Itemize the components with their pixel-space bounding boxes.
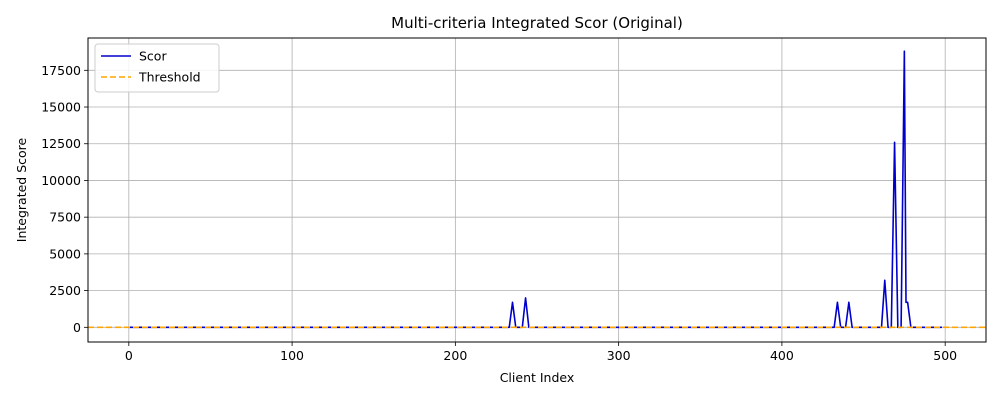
x-axis-label: Client Index — [500, 370, 575, 385]
chart-title: Multi-criteria Integrated Scor (Original… — [391, 14, 683, 32]
y-tick-label: 0 — [73, 320, 81, 335]
y-tick-label: 17500 — [41, 63, 81, 78]
y-tick-label: 10000 — [41, 173, 81, 188]
x-tick-label: 500 — [933, 348, 957, 363]
legend-label: Threshold — [138, 70, 201, 85]
x-tick-label: 200 — [443, 348, 467, 363]
y-axis-label: Integrated Score — [14, 137, 29, 242]
x-axis-ticks: 0 100 200 300 400 500 — [125, 342, 957, 363]
x-tick-label: 0 — [125, 348, 133, 363]
y-tick-label: 5000 — [49, 246, 81, 261]
x-tick-label: 300 — [607, 348, 631, 363]
y-tick-label: 2500 — [49, 283, 81, 298]
y-tick-label: 12500 — [41, 136, 81, 151]
legend: Scor Threshold — [94, 43, 220, 93]
y-axis-ticks: 0 2500 5000 7500 10000 12500 15000 17500 — [41, 63, 88, 335]
legend-label: Scor — [139, 49, 167, 64]
plot-frame — [87, 37, 987, 343]
y-tick-label: 15000 — [41, 100, 81, 115]
y-tick-label: 7500 — [49, 210, 81, 225]
x-tick-label: 400 — [770, 348, 794, 363]
series-layer — [88, 50, 986, 329]
x-tick-label: 100 — [280, 348, 304, 363]
